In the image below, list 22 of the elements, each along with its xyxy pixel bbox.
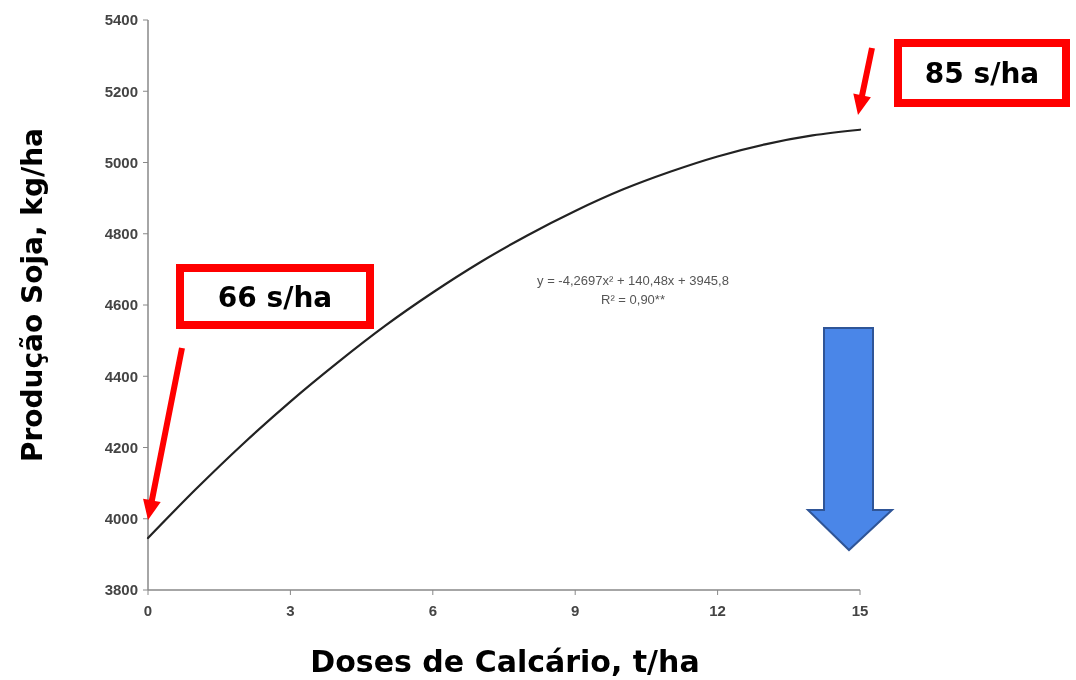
y-tick-label: 4000 [104,510,138,527]
annotation: R² = 0,90** [601,292,665,307]
x-tick-label: 6 [428,602,437,619]
annotation: 66 s/ha [217,280,333,314]
x-axis-title: Doses de Calcário, t/ha [310,644,700,679]
x-tick-label: 12 [709,602,726,619]
x-tick-label: 15 [851,602,869,619]
y-tick-label: 5200 [104,82,138,100]
x-tick-label: 0 [143,602,153,619]
y-tick-label: 4400 [104,367,138,385]
y-tick-label: 3800 [104,581,138,599]
x-tick-label: 9 [571,602,580,619]
x-tick-label: 3 [286,602,295,619]
annotation: y = -4,2697x² + 140,48x + 3945,8 [537,273,729,288]
line-series [146,128,862,540]
y-axis-title: Produção Soja, kg/ha [16,127,49,463]
y-tick-label: 4800 [104,225,138,242]
y-tick-label: 5000 [104,153,138,171]
y-tick-label: 4200 [104,438,138,456]
text: 85 s/ha [924,57,1040,91]
y-tick-label: 4600 [104,296,138,314]
y-tick-label: 5400 [104,11,138,29]
